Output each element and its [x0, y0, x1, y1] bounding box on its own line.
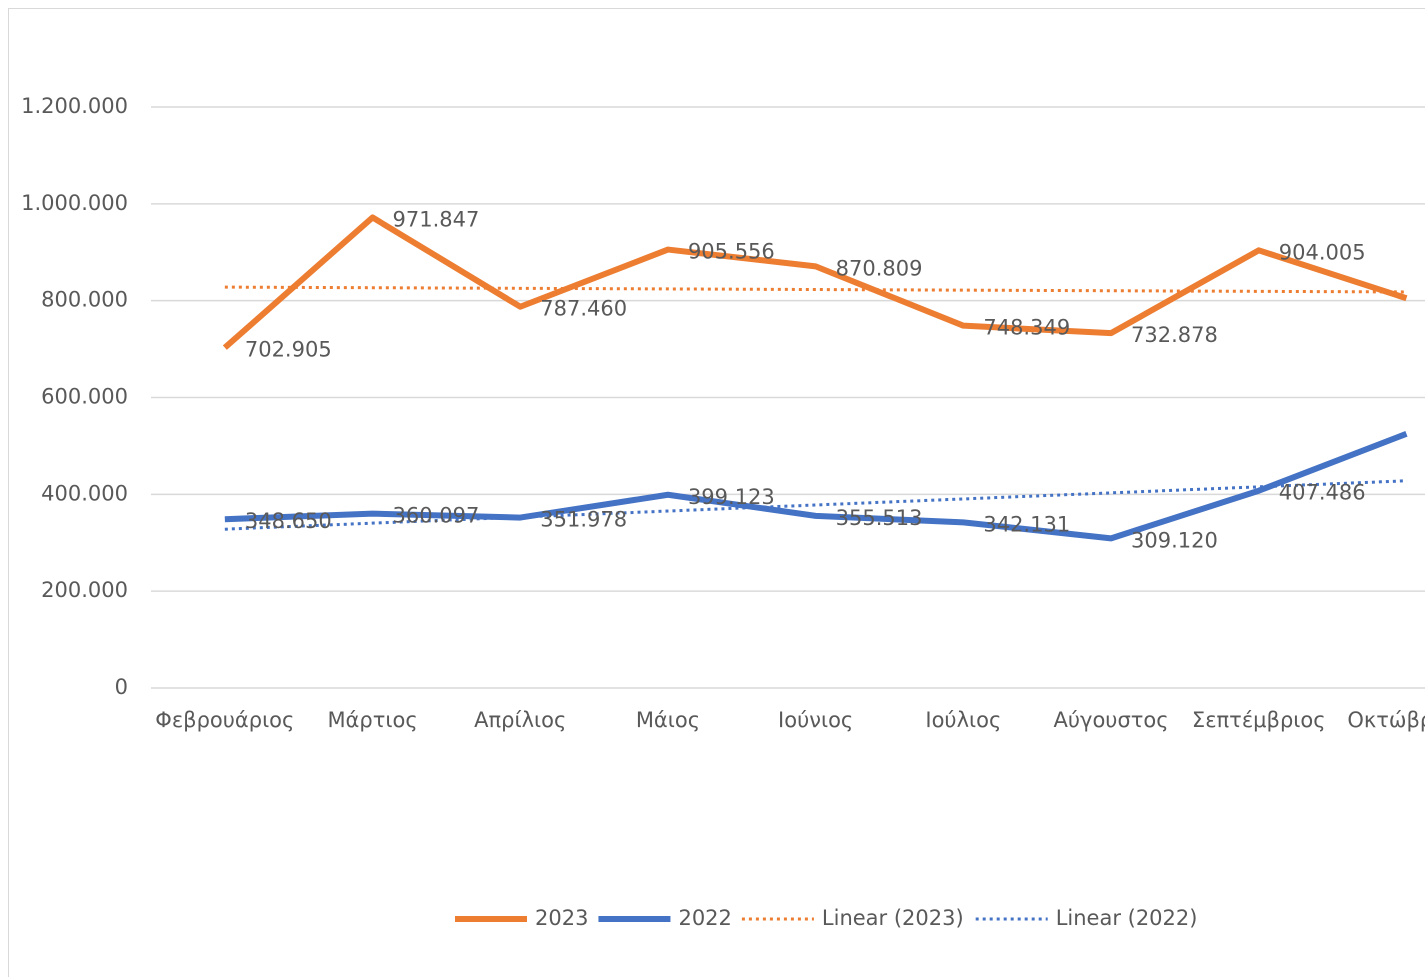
- data-label: 748.349: [983, 316, 1070, 340]
- series-line: [222, 214, 1408, 350]
- data-label: 787.460: [540, 297, 627, 321]
- y-tick-label: 1.200.000: [21, 94, 128, 118]
- y-tick-label: 1.000.000: [21, 191, 128, 215]
- data-label: 355.513: [836, 506, 923, 530]
- chart-frame: [8, 8, 1425, 977]
- x-tick-label: Αύγουστος: [1054, 708, 1169, 732]
- trendline: [224, 479, 1407, 531]
- data-label: 351.978: [540, 508, 627, 532]
- data-label: 348.650: [245, 509, 332, 533]
- x-tick-label: Ιούνιος: [778, 708, 853, 732]
- data-label: 971.847: [393, 207, 480, 231]
- x-tick-label: Μάρτιος: [327, 708, 417, 732]
- data-label: 870.809: [836, 256, 923, 280]
- data-label: 732.878: [1131, 323, 1218, 347]
- data-label: 904.005: [1279, 240, 1366, 264]
- legend-label: 2023: [535, 906, 588, 930]
- legend-label: Linear (2022): [1056, 906, 1198, 930]
- data-label: 399.123: [688, 485, 775, 509]
- trendline: [224, 285, 1407, 294]
- legend-label: Linear (2023): [822, 906, 964, 930]
- data-label: 702.905: [245, 338, 332, 362]
- y-tick-label: 600.000: [41, 385, 128, 409]
- data-label: 342.131: [983, 512, 1070, 536]
- x-tick-label: Οκτώβριος: [1347, 708, 1425, 732]
- x-tick-label: Φεβρουάριος: [155, 708, 294, 732]
- legend-label: 2022: [678, 906, 731, 930]
- x-tick-label: Ιούλιος: [925, 708, 1001, 732]
- x-tick-label: Σεπτέμβριος: [1192, 708, 1326, 732]
- data-label: 360.097: [393, 504, 480, 528]
- series-line: [224, 431, 1408, 542]
- data-label: 407.486: [1279, 481, 1366, 505]
- y-tick-label: 400.000: [41, 481, 128, 505]
- data-label: 309.120: [1131, 528, 1218, 552]
- y-tick-label: 0: [115, 675, 128, 699]
- y-tick-label: 200.000: [41, 578, 128, 602]
- x-tick-label: Απρίλιος: [474, 708, 566, 732]
- data-label: 905.556: [688, 240, 775, 264]
- y-tick-label: 800.000: [41, 288, 128, 312]
- x-tick-label: Μάιος: [636, 708, 700, 732]
